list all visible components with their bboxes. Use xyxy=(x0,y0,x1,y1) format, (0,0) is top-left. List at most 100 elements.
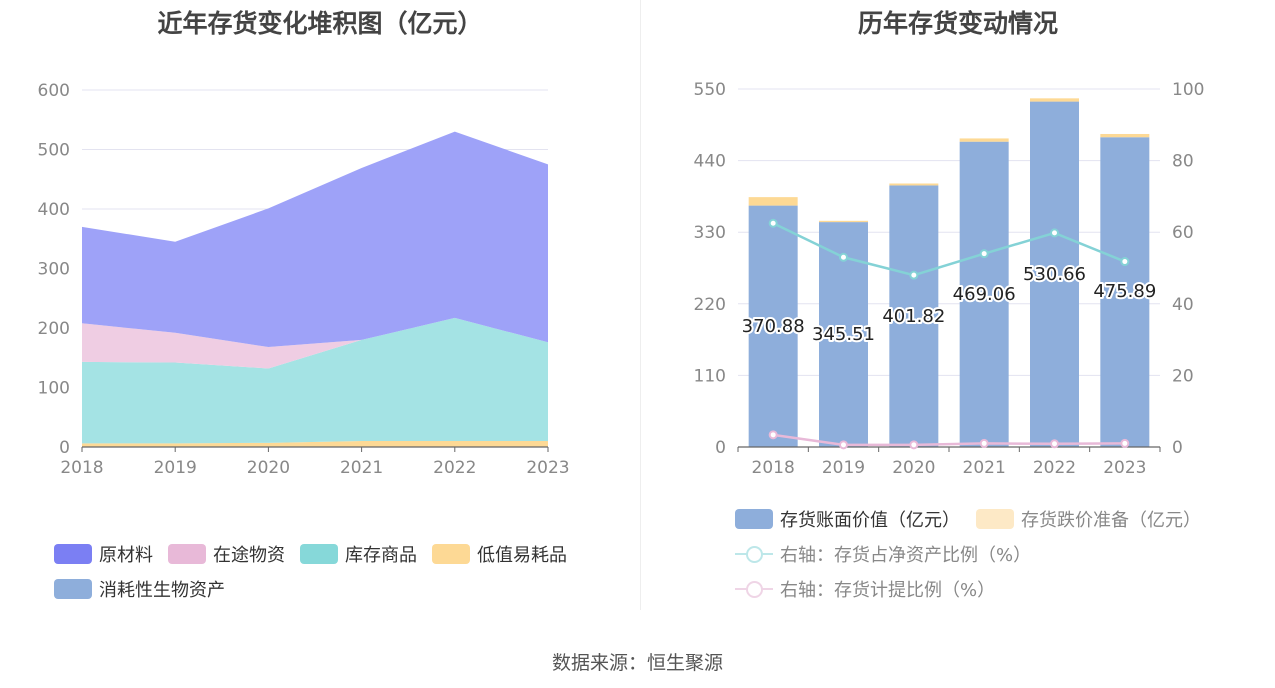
bar-y2-tick: 60 xyxy=(1172,223,1194,243)
bar-x-tick: 2019 xyxy=(822,458,865,478)
bar-data-label: 401.82 xyxy=(882,306,945,327)
bar-data-label: 475.89 xyxy=(1093,281,1156,302)
bar-impairment xyxy=(1030,98,1079,102)
bar-line-point xyxy=(979,438,989,448)
legend-swatch xyxy=(168,544,206,564)
bar-y-tick: 110 xyxy=(694,366,726,386)
bar-line-point xyxy=(909,270,919,280)
data-source-note: 数据来源：恒生聚源 xyxy=(551,652,723,674)
bar-y2-tick: 40 xyxy=(1172,295,1194,315)
legend-label: 存货账面价值（亿元） xyxy=(780,510,960,531)
bar-y2-tick: 20 xyxy=(1172,366,1194,386)
legend-label: 存货跌价准备（亿元） xyxy=(1021,510,1201,531)
bar-data-label: 530.66 xyxy=(1023,264,1086,285)
panel-divider xyxy=(640,0,641,610)
bar-impairment xyxy=(1100,133,1150,138)
bar-book-value xyxy=(889,185,939,447)
area-legend-item[interactable]: 原材料 xyxy=(54,541,153,567)
legend-swatch xyxy=(54,544,92,564)
legend-label: 在途物资 xyxy=(213,545,285,566)
bar-line-point xyxy=(909,440,919,450)
bar-impairment xyxy=(748,197,798,206)
bar-line-point xyxy=(1050,439,1059,449)
area-y-tick: 200 xyxy=(38,319,70,339)
bar-legend-item[interactable]: 存货账面价值（亿元） xyxy=(735,506,960,532)
bar-book-value xyxy=(748,205,798,447)
area-y-tick: 0 xyxy=(59,438,70,458)
legend-label: 库存商品 xyxy=(345,545,417,566)
bar-chart-panel: 历年存货变动情况 0 110 220 330 440 550 0 20 40 60 80 100 201… xyxy=(641,0,1275,615)
area-y-tick: 300 xyxy=(38,260,70,280)
bar-book-value xyxy=(959,141,1009,448)
legend-swatch xyxy=(735,544,773,564)
stacked-area-chart-panel: 近年存货变化堆积图（亿元） 0 100 200 300 400 500 600 2018 201… xyxy=(0,0,640,615)
bar-line-point xyxy=(768,218,778,228)
bar-line-point xyxy=(768,430,778,440)
legend-label: 右轴：存货计提比例（%） xyxy=(780,580,996,601)
legend-swatch xyxy=(54,579,92,599)
bar-data-label: 469.06 xyxy=(953,284,1016,305)
bar-legend-item[interactable]: 右轴：存货计提比例（%） xyxy=(735,576,995,602)
legend-label: 原材料 xyxy=(99,545,153,566)
bar-impairment xyxy=(959,138,1009,142)
bar-line-point xyxy=(979,249,989,259)
bar-x-tick: 2021 xyxy=(963,458,1006,478)
bar-line-series xyxy=(772,222,1126,277)
area-x-tick: 2022 xyxy=(433,458,476,478)
bar-legend-item[interactable]: 右轴：存货占净资产比例（%） xyxy=(735,541,1031,567)
area-y-tick: 500 xyxy=(38,141,70,161)
area-y-tick: 400 xyxy=(38,200,70,220)
bar-x-tick: 2020 xyxy=(892,458,935,478)
area-legend-item[interactable]: 在途物资 xyxy=(168,541,285,567)
bar-y-tick: 220 xyxy=(694,295,726,315)
bar-x-tick: 2018 xyxy=(752,458,795,478)
bar-y2-tick: 100 xyxy=(1172,80,1204,100)
legend-marker xyxy=(746,546,763,563)
bar-y-tick: 440 xyxy=(694,152,726,172)
area-legend-item[interactable]: 消耗性生物资产 xyxy=(54,576,225,602)
legend-swatch xyxy=(976,509,1014,529)
area-chart-title: 近年存货变化堆积图（亿元） xyxy=(157,9,483,38)
area-x-tick: 2023 xyxy=(526,458,569,478)
legend-label: 右轴：存货占净资产比例（%） xyxy=(780,545,1032,566)
area-series xyxy=(82,441,548,447)
area-series xyxy=(82,131,548,348)
bar-y2-tick: 0 xyxy=(1172,438,1183,458)
area-x-tick: 2019 xyxy=(154,458,197,478)
bar-data-label: 370.88 xyxy=(742,316,805,337)
area-legend-item[interactable]: 低值易耗品 xyxy=(432,541,567,567)
bar-y-tick: 0 xyxy=(715,438,726,458)
area-y-tick: 600 xyxy=(38,81,70,101)
area-y-tick: 100 xyxy=(38,379,70,399)
bar-x-tick: 2022 xyxy=(1033,458,1076,478)
bar-legend-item[interactable]: 存货跌价准备（亿元） xyxy=(976,506,1201,532)
bar-line-point xyxy=(1050,228,1059,238)
legend-marker xyxy=(746,581,763,598)
bar-x-tick: 2023 xyxy=(1103,458,1146,478)
bar-y-tick: 330 xyxy=(694,223,726,243)
bar-data-label: 345.51 xyxy=(812,324,875,345)
bar-line-point xyxy=(1120,438,1130,448)
bar-line-series xyxy=(772,433,1125,447)
area-series xyxy=(82,317,548,369)
bar-impairment xyxy=(889,183,939,186)
bar-book-value xyxy=(1030,101,1079,447)
bar-line-point xyxy=(839,440,848,450)
area-x-tick: 2020 xyxy=(247,458,290,478)
area-series xyxy=(82,317,548,444)
legend-label: 消耗性生物资产 xyxy=(99,580,225,601)
bar-line-point xyxy=(1120,257,1130,267)
area-legend-item[interactable]: 库存商品 xyxy=(300,541,417,567)
bar-impairment xyxy=(819,220,868,223)
bar-line-point xyxy=(839,252,848,262)
legend-swatch xyxy=(300,544,338,564)
legend-swatch xyxy=(735,579,773,599)
bar-chart-svg: 0 110 220 330 440 550 0 20 40 60 80 100 2018 2019 2020… xyxy=(694,80,1205,478)
bar-y2-tick: 80 xyxy=(1172,152,1194,172)
bar-book-value xyxy=(1100,137,1150,447)
area-chart-svg: 0 100 200 300 400 500 600 2018 2019 2020 2021 2022 2… xyxy=(38,81,570,478)
bar-chart-title: 历年存货变动情况 xyxy=(857,9,1058,38)
area-x-tick: 2018 xyxy=(60,458,103,478)
legend-swatch xyxy=(432,544,470,564)
legend-swatch xyxy=(735,509,773,529)
